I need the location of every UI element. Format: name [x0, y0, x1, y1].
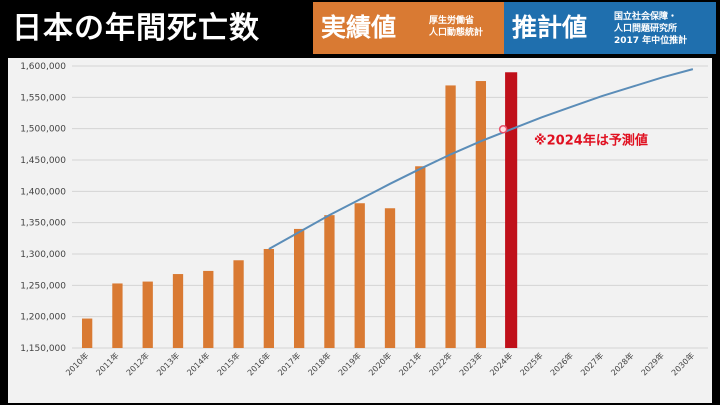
- x-tick-label: 2012年: [124, 350, 151, 377]
- x-tick-label: 2025年: [518, 350, 545, 377]
- x-tick-label: 2023年: [457, 350, 484, 377]
- y-tick-label: 1,250,000: [20, 281, 66, 291]
- x-tick-label: 2017年: [275, 350, 302, 377]
- x-tick-label: 2016年: [245, 350, 272, 377]
- bar: [384, 208, 396, 348]
- forecast-source-line: 国立社会保障・: [614, 12, 678, 22]
- forecast-marker: [498, 125, 508, 134]
- header: 日本の年間死亡数 実績値 厚生労働省 人口動態統計 推計値 国立社会保障・ 人口…: [0, 0, 720, 56]
- x-tick-label: 2011年: [94, 350, 121, 377]
- actual-source-line: 人口動態統計: [429, 28, 484, 38]
- x-tick-label: 2024年: [487, 350, 514, 377]
- x-tick-label: 2018年: [306, 350, 333, 377]
- bar: [203, 270, 214, 348]
- bar: [324, 215, 335, 348]
- bar: [112, 283, 123, 348]
- bar: [233, 260, 244, 348]
- bar: [354, 203, 365, 348]
- x-tick-label: 2021年: [397, 350, 424, 377]
- x-tick-label: 2026年: [548, 350, 575, 377]
- bar: [263, 248, 275, 348]
- actual-label: 実績値: [321, 13, 397, 42]
- x-tick-label: 2028年: [609, 350, 636, 377]
- y-tick-label: 1,400,000: [20, 187, 66, 197]
- bars: [81, 72, 518, 348]
- forecast-line-layer: [268, 68, 694, 250]
- forecast-legend-panel: 推計値 国立社会保障・ 人口問題研究所 2017 年中位推計: [504, 2, 716, 54]
- y-tick-label: 1,500,000: [20, 125, 66, 135]
- y-tick-label: 1,150,000: [20, 344, 66, 354]
- forecast-label: 推計値: [512, 13, 588, 42]
- x-axis: 2010年 2011年 2012年 2013年 2014年 2015年 2016年 2017年…: [63, 350, 696, 377]
- y-axis: 1,600,000 1,550,000 1,500,000 1,450,000 1,40…: [20, 62, 66, 354]
- x-tick-label: 2013年: [154, 350, 181, 377]
- bar: [81, 318, 93, 348]
- bar: [142, 281, 153, 348]
- death-count-chart: 1,600,000 1,550,000 1,500,000 1,450,000 1,40…: [20, 62, 708, 377]
- actual-source: 厚生労働省 人口動態統計: [429, 15, 483, 39]
- bar: [475, 81, 487, 348]
- x-tick-label: 2020年: [366, 350, 393, 377]
- y-tick-label: 1,550,000: [20, 93, 66, 103]
- forecast-line: [268, 68, 694, 250]
- chart-area: 1,600,000 1,550,000 1,500,000 1,450,000 1,40…: [8, 58, 712, 403]
- x-tick-label: 2027年: [578, 350, 605, 377]
- forecast-annotation: ※2024年は予測値: [534, 132, 648, 148]
- y-tick-label: 1,450,000: [20, 156, 66, 166]
- y-tick-label: 1,300,000: [20, 250, 66, 260]
- actual-source-line: 厚生労働省: [429, 16, 475, 26]
- bar: [172, 274, 184, 348]
- bar: [293, 228, 305, 348]
- x-tick-label: 2030年: [669, 350, 696, 377]
- x-tick-label: 2014年: [185, 350, 212, 377]
- y-tick-label: 1,200,000: [20, 313, 66, 323]
- forecast-source-line: 2017 年中位推計: [614, 36, 688, 46]
- forecast-source: 国立社会保障・ 人口問題研究所 2017 年中位推計: [614, 11, 687, 47]
- x-tick-label: 2010年: [63, 350, 90, 377]
- x-tick-label: 2015年: [215, 350, 242, 377]
- annotations: ※2024年は予測値: [498, 125, 648, 148]
- x-tick-label: 2022年: [427, 350, 454, 377]
- bar: [445, 85, 456, 348]
- y-tick-label: 1,600,000: [20, 62, 66, 72]
- bar: [415, 166, 426, 348]
- x-tick-label: 2029年: [639, 350, 666, 377]
- actual-legend-panel: 実績値 厚生労働省 人口動態統計: [313, 2, 504, 54]
- y-tick-label: 1,350,000: [20, 219, 66, 229]
- forecast-source-line: 人口問題研究所: [614, 24, 678, 34]
- bar: [505, 72, 518, 348]
- x-tick-label: 2019年: [336, 350, 363, 377]
- page-title: 日本の年間死亡数: [12, 11, 260, 46]
